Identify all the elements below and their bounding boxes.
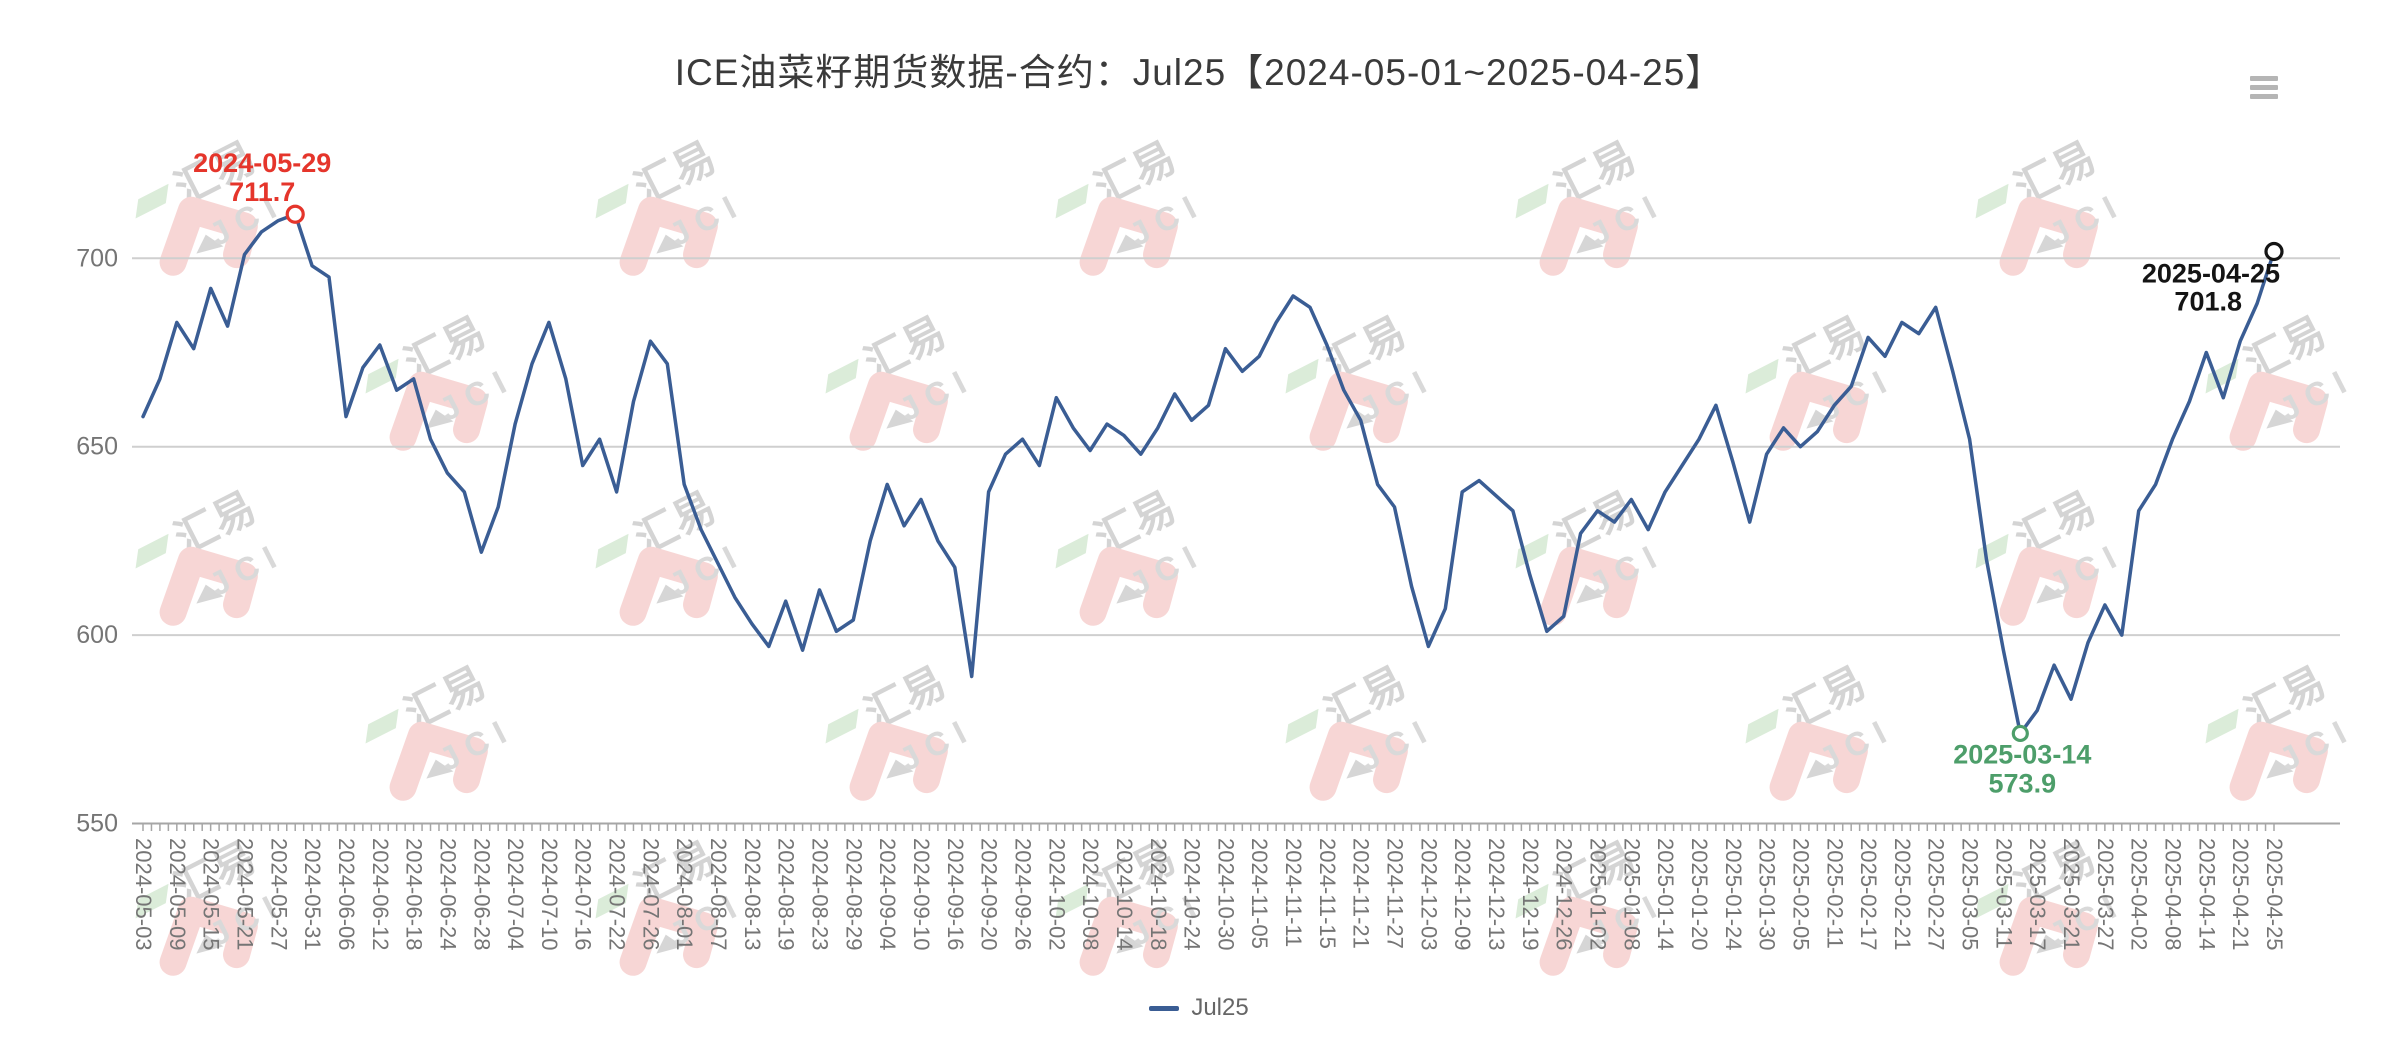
x-axis-label: 2024-09-04 [875, 838, 900, 951]
x-axis-label: 2024-08-29 [841, 838, 866, 951]
x-axis-label: 2025-02-27 [1924, 838, 1949, 951]
x-axis-label: 2024-06-28 [469, 838, 494, 951]
x-axis-label: 2024-06-18 [402, 838, 427, 951]
legend-item-jul25[interactable]: Jul25 [0, 994, 2398, 1022]
chart-title: ICE油菜籽期货数据-合约：Jul25【2024-05-01~2025-04-2… [674, 52, 1724, 93]
x-axis-label: 2025-04-25 [2262, 838, 2287, 951]
menu-bar [2250, 94, 2278, 99]
last-annotation-date: 2025-04-25 [2142, 259, 2280, 289]
x-axis-label: 2025-04-02 [2127, 838, 2152, 951]
x-axis-label: 2024-12-03 [1416, 838, 1441, 951]
x-axis-label: 2024-10-14 [1112, 838, 1137, 951]
x-axis-label: 2025-02-17 [1856, 838, 1881, 951]
x-axis-label: 2024-08-01 [672, 838, 697, 951]
x-axis-label: 2025-01-08 [1619, 838, 1644, 951]
x-axis-label: 2024-11-11 [1281, 838, 1306, 947]
y-axis-label: 600 [76, 621, 118, 649]
x-axis-label: 2025-03-17 [2025, 838, 2050, 951]
max-annotation-date: 2024-05-29 [193, 148, 331, 178]
x-axis-label: 2025-04-08 [2161, 838, 2186, 951]
x-axis-label: 2024-10-24 [1180, 838, 1205, 951]
x-axis-label: 2025-04-21 [2228, 838, 2253, 951]
max-annotation-value: 711.7 [229, 177, 295, 207]
jul25-price-line [141, 212, 2276, 736]
x-axis-label: 2025-04-14 [2194, 838, 2219, 951]
x-axis-label: 2025-01-02 [1585, 838, 1610, 951]
x-axis-label: 2025-01-20 [1687, 838, 1712, 951]
x-axis-label: 2024-06-12 [368, 838, 393, 951]
x-axis-label: 2024-12-13 [1484, 838, 1509, 951]
legend-line-swatch [1149, 1005, 1180, 1011]
x-axis-label: 2024-06-06 [334, 838, 359, 951]
x-axis-label: 2024-07-26 [638, 838, 663, 951]
min-annotation-marker [2011, 724, 2029, 743]
max-annotation-marker [285, 204, 305, 224]
x-axis-label: 2024-12-26 [1552, 838, 1577, 951]
x-axis-label: 2024-09-20 [977, 838, 1002, 951]
x-axis-label: 2024-10-30 [1213, 838, 1238, 951]
x-axis-label: 2024-05-31 [300, 838, 325, 951]
x-axis-label: 2024-12-19 [1518, 838, 1543, 951]
y-axis-label: 650 [76, 433, 118, 461]
last-annotation-marker [2264, 241, 2284, 262]
x-axis-label: 2024-11-21 [1349, 838, 1374, 949]
x-axis-label: 2024-10-02 [1044, 838, 1069, 951]
x-axis-label: 2024-06-24 [435, 838, 460, 951]
menu-bar [2250, 85, 2278, 90]
x-axis-label: 2024-07-22 [605, 838, 630, 951]
y-axis-label: 700 [76, 244, 118, 272]
min-annotation-date: 2025-03-14 [1953, 739, 2091, 769]
x-axis-label: 2025-03-27 [2093, 838, 2118, 951]
y-axis-label: 550 [76, 810, 118, 838]
x-axis-label: 2024-05-03 [131, 838, 156, 951]
x-axis-label: 2024-07-10 [537, 838, 562, 951]
x-axis-label: 2025-02-21 [1890, 838, 1915, 951]
x-axis-label: 2024-05-27 [266, 838, 291, 951]
min-annotation-value: 573.9 [1989, 768, 2057, 798]
x-axis-label: 2025-01-24 [1721, 838, 1746, 951]
x-axis-label: 2024-08-19 [774, 838, 799, 951]
x-axis-label: 2024-08-07 [706, 838, 731, 951]
menu-icon[interactable] [2250, 76, 2280, 102]
x-axis-label: 2024-07-16 [571, 838, 596, 951]
x-axis-label: 2025-01-30 [1755, 838, 1780, 951]
x-axis-label: 2025-03-21 [2059, 838, 2084, 951]
x-axis-label: 2024-11-27 [1383, 838, 1408, 949]
x-axis-label: 2024-11-05 [1247, 838, 1272, 949]
x-axis-label: 2024-05-21 [232, 838, 257, 951]
x-axis-label: 2024-05-15 [199, 838, 224, 951]
x-axis-label: 2024-09-26 [1010, 838, 1035, 951]
x-axis-label: 2024-10-08 [1078, 838, 1103, 951]
x-axis-label: 2025-02-05 [1788, 838, 1813, 951]
x-axis-label: 2024-11-15 [1315, 838, 1340, 949]
x-axis-label: 2024-09-16 [943, 838, 968, 951]
x-axis-label: 2024-10-18 [1146, 838, 1171, 951]
x-axis-label: 2025-03-05 [1958, 838, 1983, 951]
x-axis-label: 2024-12-09 [1450, 838, 1475, 951]
x-axis-label: 2024-07-04 [503, 838, 528, 951]
legend-label: Jul25 [1191, 994, 1249, 1021]
x-axis-label: 2025-02-11 [1822, 838, 1847, 949]
menu-bar [2250, 76, 2278, 81]
x-axis-label: 2024-08-23 [808, 838, 833, 951]
x-axis-label: 2025-01-14 [1653, 838, 1678, 951]
x-axis-label: 2024-05-09 [165, 838, 190, 951]
last-annotation-value: 701.8 [2174, 287, 2242, 317]
x-axis-label: 2025-03-11 [1991, 838, 2016, 949]
x-axis-label: 2024-09-10 [909, 838, 934, 951]
x-axis-label: 2024-08-13 [740, 838, 765, 951]
